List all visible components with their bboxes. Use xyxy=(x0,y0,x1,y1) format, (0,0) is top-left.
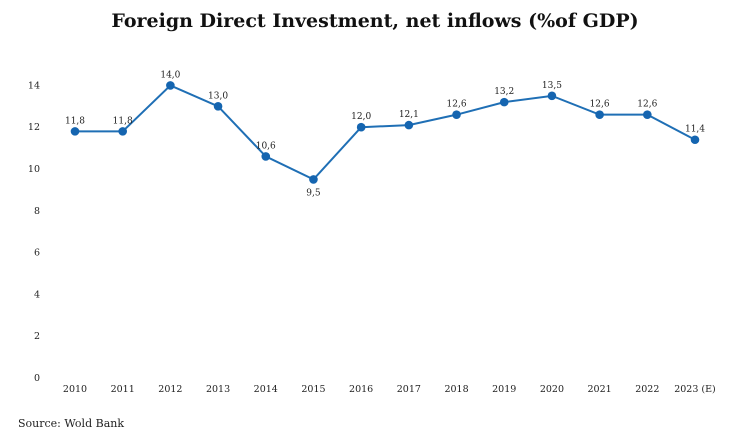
data-point xyxy=(118,127,127,136)
x-tick-label: 2016 xyxy=(349,384,373,395)
chart-source: Source: Wold Bank xyxy=(18,417,125,430)
data-label: 10,6 xyxy=(256,141,276,151)
y-tick-label: 0 xyxy=(34,373,40,384)
data-label: 11,4 xyxy=(685,125,705,135)
y-tick-label: 12 xyxy=(28,122,40,133)
x-tick-label: 2023 (E) xyxy=(674,384,716,395)
x-tick-label: 2018 xyxy=(444,384,468,395)
data-point xyxy=(70,127,80,136)
data-label: 12,6 xyxy=(447,100,467,110)
data-label: 11,8 xyxy=(113,116,133,126)
data-point xyxy=(213,102,223,111)
y-axis: 0 2 4 6 8 10 12 14 xyxy=(28,80,40,384)
x-tick-label: 2020 xyxy=(540,384,564,395)
x-tick-label: 2014 xyxy=(254,384,278,395)
data-label: 11,8 xyxy=(65,116,85,126)
y-tick-label: 4 xyxy=(34,289,40,300)
data-label: 14,0 xyxy=(160,70,180,80)
data-point xyxy=(261,152,271,161)
x-tick-label: 2021 xyxy=(588,384,612,395)
y-tick-label: 8 xyxy=(34,206,40,217)
x-tick-label: 2011 xyxy=(111,384,135,395)
line-chart: 0 2 4 6 8 10 12 14 2010 2011 2012 2013 2014 2015 2016… xyxy=(28,70,716,395)
x-tick-label: 2017 xyxy=(397,384,421,395)
chart-title: Foreign Direct Investment, net inflows (… xyxy=(111,10,639,32)
x-tick-label: 2010 xyxy=(63,384,87,395)
data-point xyxy=(595,110,604,119)
y-tick-label: 6 xyxy=(34,248,40,259)
data-point xyxy=(452,110,461,119)
x-tick-label: 2013 xyxy=(206,384,230,395)
x-axis: 2010 2011 2012 2013 2014 2015 2016 2017 2018 2019… xyxy=(63,384,716,395)
x-tick-label: 2022 xyxy=(635,384,659,395)
y-tick-label: 14 xyxy=(28,80,40,91)
x-tick-label: 2015 xyxy=(301,384,325,395)
data-point xyxy=(404,120,414,130)
data-label: 12,0 xyxy=(351,112,371,122)
data-point xyxy=(309,175,318,184)
data-point xyxy=(356,122,366,132)
data-point xyxy=(690,135,700,145)
x-tick-label: 2012 xyxy=(158,384,182,395)
y-tick-label: 2 xyxy=(34,331,40,342)
data-label: 9,5 xyxy=(306,188,321,198)
data-point xyxy=(547,91,557,101)
data-label: 13,0 xyxy=(208,91,228,101)
data-label: 13,5 xyxy=(542,81,562,91)
data-point xyxy=(643,110,652,119)
data-label: 13,2 xyxy=(494,87,514,97)
data-point xyxy=(499,97,509,107)
series-line xyxy=(75,84,696,181)
data-label: 12,1 xyxy=(399,110,419,120)
data-label: 12,6 xyxy=(637,100,657,110)
series-fdi: 11,8 11,8 14,0 13,0 10,6 9,5 12,0 12,1 12,6 13,2 1… xyxy=(65,70,705,198)
data-label: 12,6 xyxy=(590,100,610,110)
data-point xyxy=(166,81,175,90)
y-tick-label: 10 xyxy=(28,164,40,175)
x-tick-label: 2019 xyxy=(492,384,516,395)
